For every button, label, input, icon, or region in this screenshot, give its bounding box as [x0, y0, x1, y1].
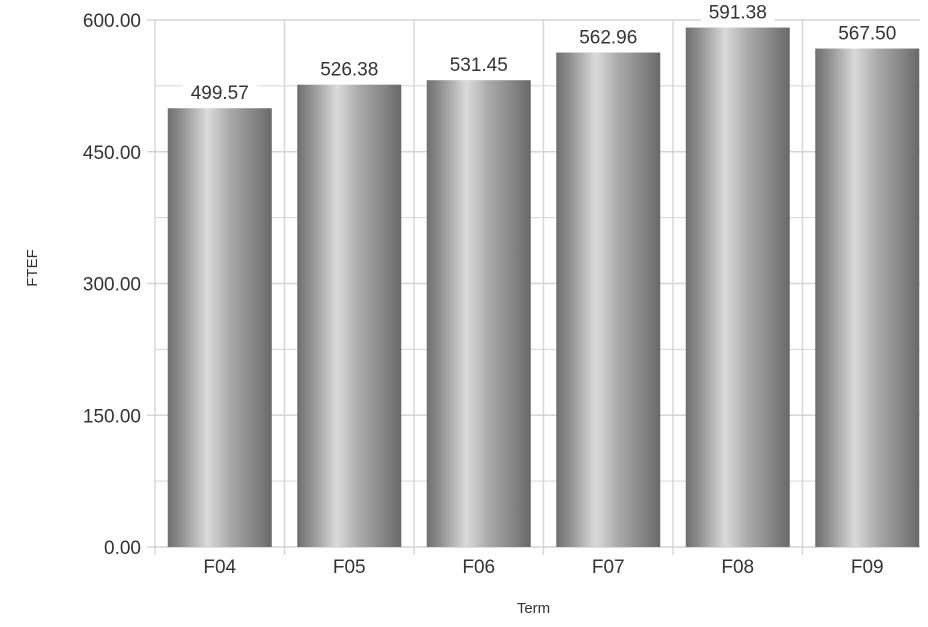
bar-f08	[685, 27, 790, 548]
data-label-background	[571, 25, 646, 48]
data-label: 591.38	[709, 3, 767, 24]
bars	[167, 27, 920, 548]
x-tick-label: F09	[851, 557, 884, 578]
y-tick-label: 0.00	[104, 538, 141, 559]
y-axis-title: FTEF	[24, 249, 41, 287]
data-label: 499.57	[191, 83, 249, 104]
y-tick-label: 450.00	[83, 143, 141, 164]
x-axis-title: Term	[517, 600, 550, 617]
data-label: 526.38	[320, 60, 378, 81]
data-label: 531.45	[450, 55, 508, 76]
gridlines	[154, 19, 920, 555]
data-label-background	[700, 0, 775, 23]
y-tick-label: 600.00	[83, 11, 141, 32]
data-label-background	[312, 57, 387, 80]
data-label-background	[182, 81, 257, 104]
bar-f09	[815, 48, 920, 547]
data-label: 562.96	[579, 28, 637, 49]
data-labels: 499.57 526.38 531.45 562.96 591.38 567.50	[182, 0, 905, 104]
y-tick-label: 150.00	[83, 406, 141, 427]
x-tick-label: F05	[333, 557, 366, 578]
bar-f07	[556, 52, 661, 547]
axis-ticks: 0.00 150.00 300.00 450.00 600.00 F04 F05 F06 F07…	[83, 11, 884, 578]
bar-f06	[426, 80, 531, 547]
data-label: 567.50	[838, 24, 896, 45]
data-label-background	[830, 21, 905, 44]
bar-f05	[297, 84, 402, 547]
x-tick-label: F07	[592, 557, 625, 578]
y-tick-label: 300.00	[83, 275, 141, 296]
x-tick-label: F08	[721, 557, 754, 578]
x-tick-label: F04	[203, 557, 236, 578]
bar-f04	[167, 108, 272, 548]
data-label-background	[441, 53, 516, 76]
x-tick-label: F06	[462, 557, 495, 578]
